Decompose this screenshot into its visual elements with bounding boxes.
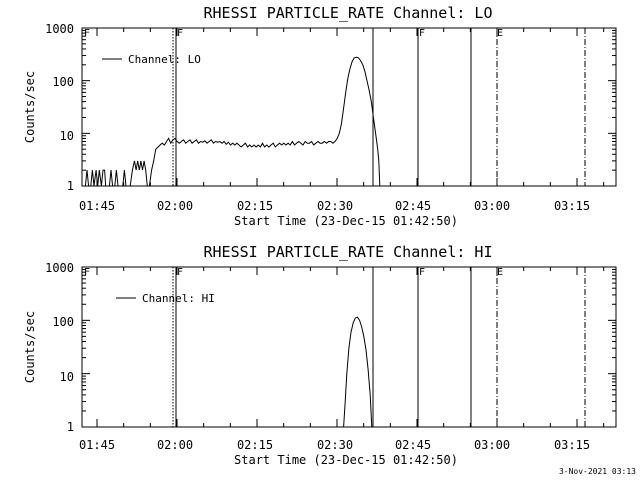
panel-hi-x-tick-label: 01:45: [79, 438, 115, 452]
panel-hi-y-ticks: [82, 268, 616, 428]
panel-hi-flag-label: F: [419, 267, 425, 278]
panel-lo-x-tick-label: 02:00: [157, 199, 193, 213]
panel-lo-flag-label: F: [419, 28, 425, 39]
panel-lo-flag-label: F: [177, 28, 183, 39]
panel-lo-x-tick-label: 02:45: [395, 199, 431, 213]
panel-lo-y-tick-label: 1000: [45, 22, 74, 36]
panel-hi-flag-label: E: [497, 267, 503, 278]
panel-lo-x-tick-label: 01:45: [79, 199, 115, 213]
panel-lo-legend-label: Channel: LO: [128, 53, 201, 66]
panel-lo-flag-label: F: [84, 28, 90, 39]
panel-lo-flag-label: E: [497, 28, 503, 39]
panel-hi-x-tick-label: 02:00: [157, 438, 193, 452]
panel-lo-x-tick-label: 03:00: [474, 199, 510, 213]
panel-lo-y-tick-label: 1: [67, 179, 74, 193]
series-line-channel-lo: [84, 56, 381, 187]
panel-hi-y-axis-label: Counts/sec: [23, 311, 37, 383]
panel-lo-y-tick-label: 10: [60, 129, 74, 143]
panel-hi-x-tick-label: 02:15: [237, 438, 273, 452]
panel-hi-flag-label: F: [177, 267, 183, 278]
panel-lo-x-tick-label: 02:15: [237, 199, 273, 213]
panel-hi-y-tick-label: 1000: [45, 261, 74, 275]
panel-hi-y-tick-label: 10: [60, 370, 74, 384]
panel-hi-title: RHESSI PARTICLE_RATE Channel: HI: [204, 243, 493, 261]
panel-hi-x-tick-label: 03:00: [474, 438, 510, 452]
panel-lo-x-tick-label: 02:30: [317, 199, 353, 213]
panel-lo-x-ticks: [96, 28, 605, 186]
panel-hi-y-tick-label: 100: [52, 315, 74, 329]
panel-hi-x-tick-label: 02:30: [317, 438, 353, 452]
panel-hi: RHESSI PARTICLE_RATE Channel: HI 01:45 0…: [23, 243, 617, 467]
generated-timestamp: 3-Nov-2021 03:13: [559, 467, 636, 476]
panel-hi-x-tick-label: 03:15: [554, 438, 590, 452]
panel-hi-frame: [81, 266, 617, 428]
panel-hi-legend-label: Channel: HI: [142, 292, 215, 305]
panel-lo-x-tick-label: 03:15: [554, 199, 590, 213]
panel-hi-y-tick-label: 1: [67, 420, 74, 434]
panel-hi-x-axis-label: Start Time (23-Dec-15 01:42:50): [234, 453, 458, 467]
panel-lo: RHESSI PARTICLE_RATE Channel: LO 01:45 0…: [23, 4, 617, 228]
panel-hi-legend: Channel: HI: [116, 292, 215, 305]
panel-lo-y-tick-label: 100: [52, 75, 74, 89]
panel-lo-title: RHESSI PARTICLE_RATE Channel: LO: [204, 4, 493, 22]
panel-lo-y-axis-label: Counts/sec: [23, 71, 37, 143]
series-line-channel-hi: [343, 316, 373, 428]
panel-hi-flag-label: F: [84, 267, 90, 278]
panel-lo-frame: [81, 27, 617, 187]
panel-lo-x-axis-label: Start Time (23-Dec-15 01:42:50): [234, 214, 458, 228]
panel-hi-x-tick-label: 02:45: [395, 438, 431, 452]
panel-lo-legend: Channel: LO: [102, 53, 201, 66]
